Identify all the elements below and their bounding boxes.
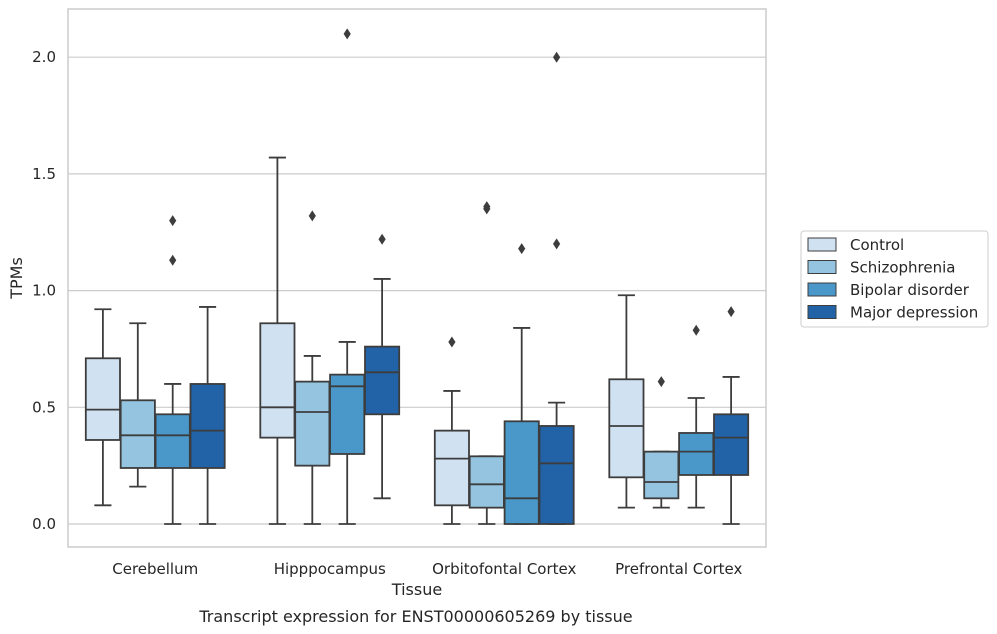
iqr-box (154, 413, 191, 469)
y-tick-label: 1.5 (32, 165, 56, 183)
x-tick-label: Cerebellum (112, 560, 198, 578)
x-tick-label: Hipppocampus (274, 560, 386, 578)
iqr-box (678, 432, 715, 476)
box-major-depression (364, 233, 401, 500)
iqr-box (84, 357, 121, 441)
box-major-depression (189, 306, 226, 525)
outlier-point (553, 238, 561, 250)
y-axis-ticks: 0.0 0.5 1.0 1.5 2.0 (32, 48, 56, 533)
box-control (433, 336, 470, 525)
legend-swatch (807, 260, 837, 274)
y-tick-label: 0.5 (32, 398, 56, 416)
outlier-point (448, 336, 456, 348)
box-schizophrenia (643, 376, 680, 509)
chart-caption: Transcript expression for ENST0000060526… (198, 607, 632, 626)
outlier-point (483, 201, 491, 213)
boxes (84, 28, 750, 525)
y-tick-label: 2.0 (32, 48, 56, 66)
iqr-box (259, 322, 296, 439)
box-bipolar-disorder (678, 324, 715, 509)
outlier-point (308, 210, 316, 222)
box-control (608, 294, 645, 509)
box-bipolar-disorder (154, 215, 191, 525)
x-axis-label: Tissue (391, 580, 442, 599)
legend-label: Schizophrenia (850, 259, 955, 277)
outlier-point (657, 376, 665, 388)
x-tick-label: Prefrontal Cortex (615, 560, 742, 578)
iqr-box (364, 345, 401, 416)
iqr-box (538, 425, 575, 525)
box-bipolar-disorder (329, 28, 366, 525)
iqr-box (119, 399, 156, 469)
box-schizophrenia (468, 201, 505, 525)
iqr-box (643, 450, 680, 500)
box-major-depression (538, 51, 575, 525)
outlier-point (169, 215, 177, 227)
outlier-point (518, 243, 526, 255)
legend-label: Major depression (850, 304, 978, 322)
y-tick-label: 1.0 (32, 282, 56, 300)
legend-swatch (807, 305, 837, 319)
iqr-box (294, 380, 331, 467)
y-tick-label: 0.0 (32, 515, 56, 533)
box-schizophrenia (119, 322, 156, 488)
legend-frame (800, 230, 989, 328)
iqr-box (503, 420, 540, 525)
outlier-point (378, 233, 386, 245)
legend-swatch (807, 237, 837, 252)
x-axis-ticks: Cerebellum Hipppocampus Orbitofontal Corte… (112, 560, 742, 578)
box-control (259, 156, 296, 525)
outlier-point (343, 28, 351, 40)
iqr-box (189, 383, 226, 469)
iqr-box (713, 413, 750, 476)
outlier-point (553, 51, 561, 63)
legend-swatch (807, 282, 837, 297)
legend-label: Control (850, 236, 904, 254)
box-control (84, 308, 121, 507)
box-schizophrenia (294, 210, 331, 525)
iqr-box (468, 455, 505, 509)
gridlines (68, 56, 766, 525)
outlier-point (727, 306, 735, 318)
iqr-box (433, 429, 470, 507)
box-major-depression (713, 306, 750, 525)
legend: Control Schizophrenia Bipolar disorder Majo… (800, 230, 989, 328)
legend-label: Bipolar disorder (850, 281, 970, 299)
outlier-point (169, 254, 177, 266)
y-axis-label: TPMs (7, 257, 26, 300)
x-tick-label: Orbitofontal Cortex (432, 560, 576, 578)
iqr-box (608, 378, 645, 479)
box-bipolar-disorder (503, 243, 540, 525)
plot-frame (67, 8, 767, 548)
outlier-point (692, 324, 700, 336)
